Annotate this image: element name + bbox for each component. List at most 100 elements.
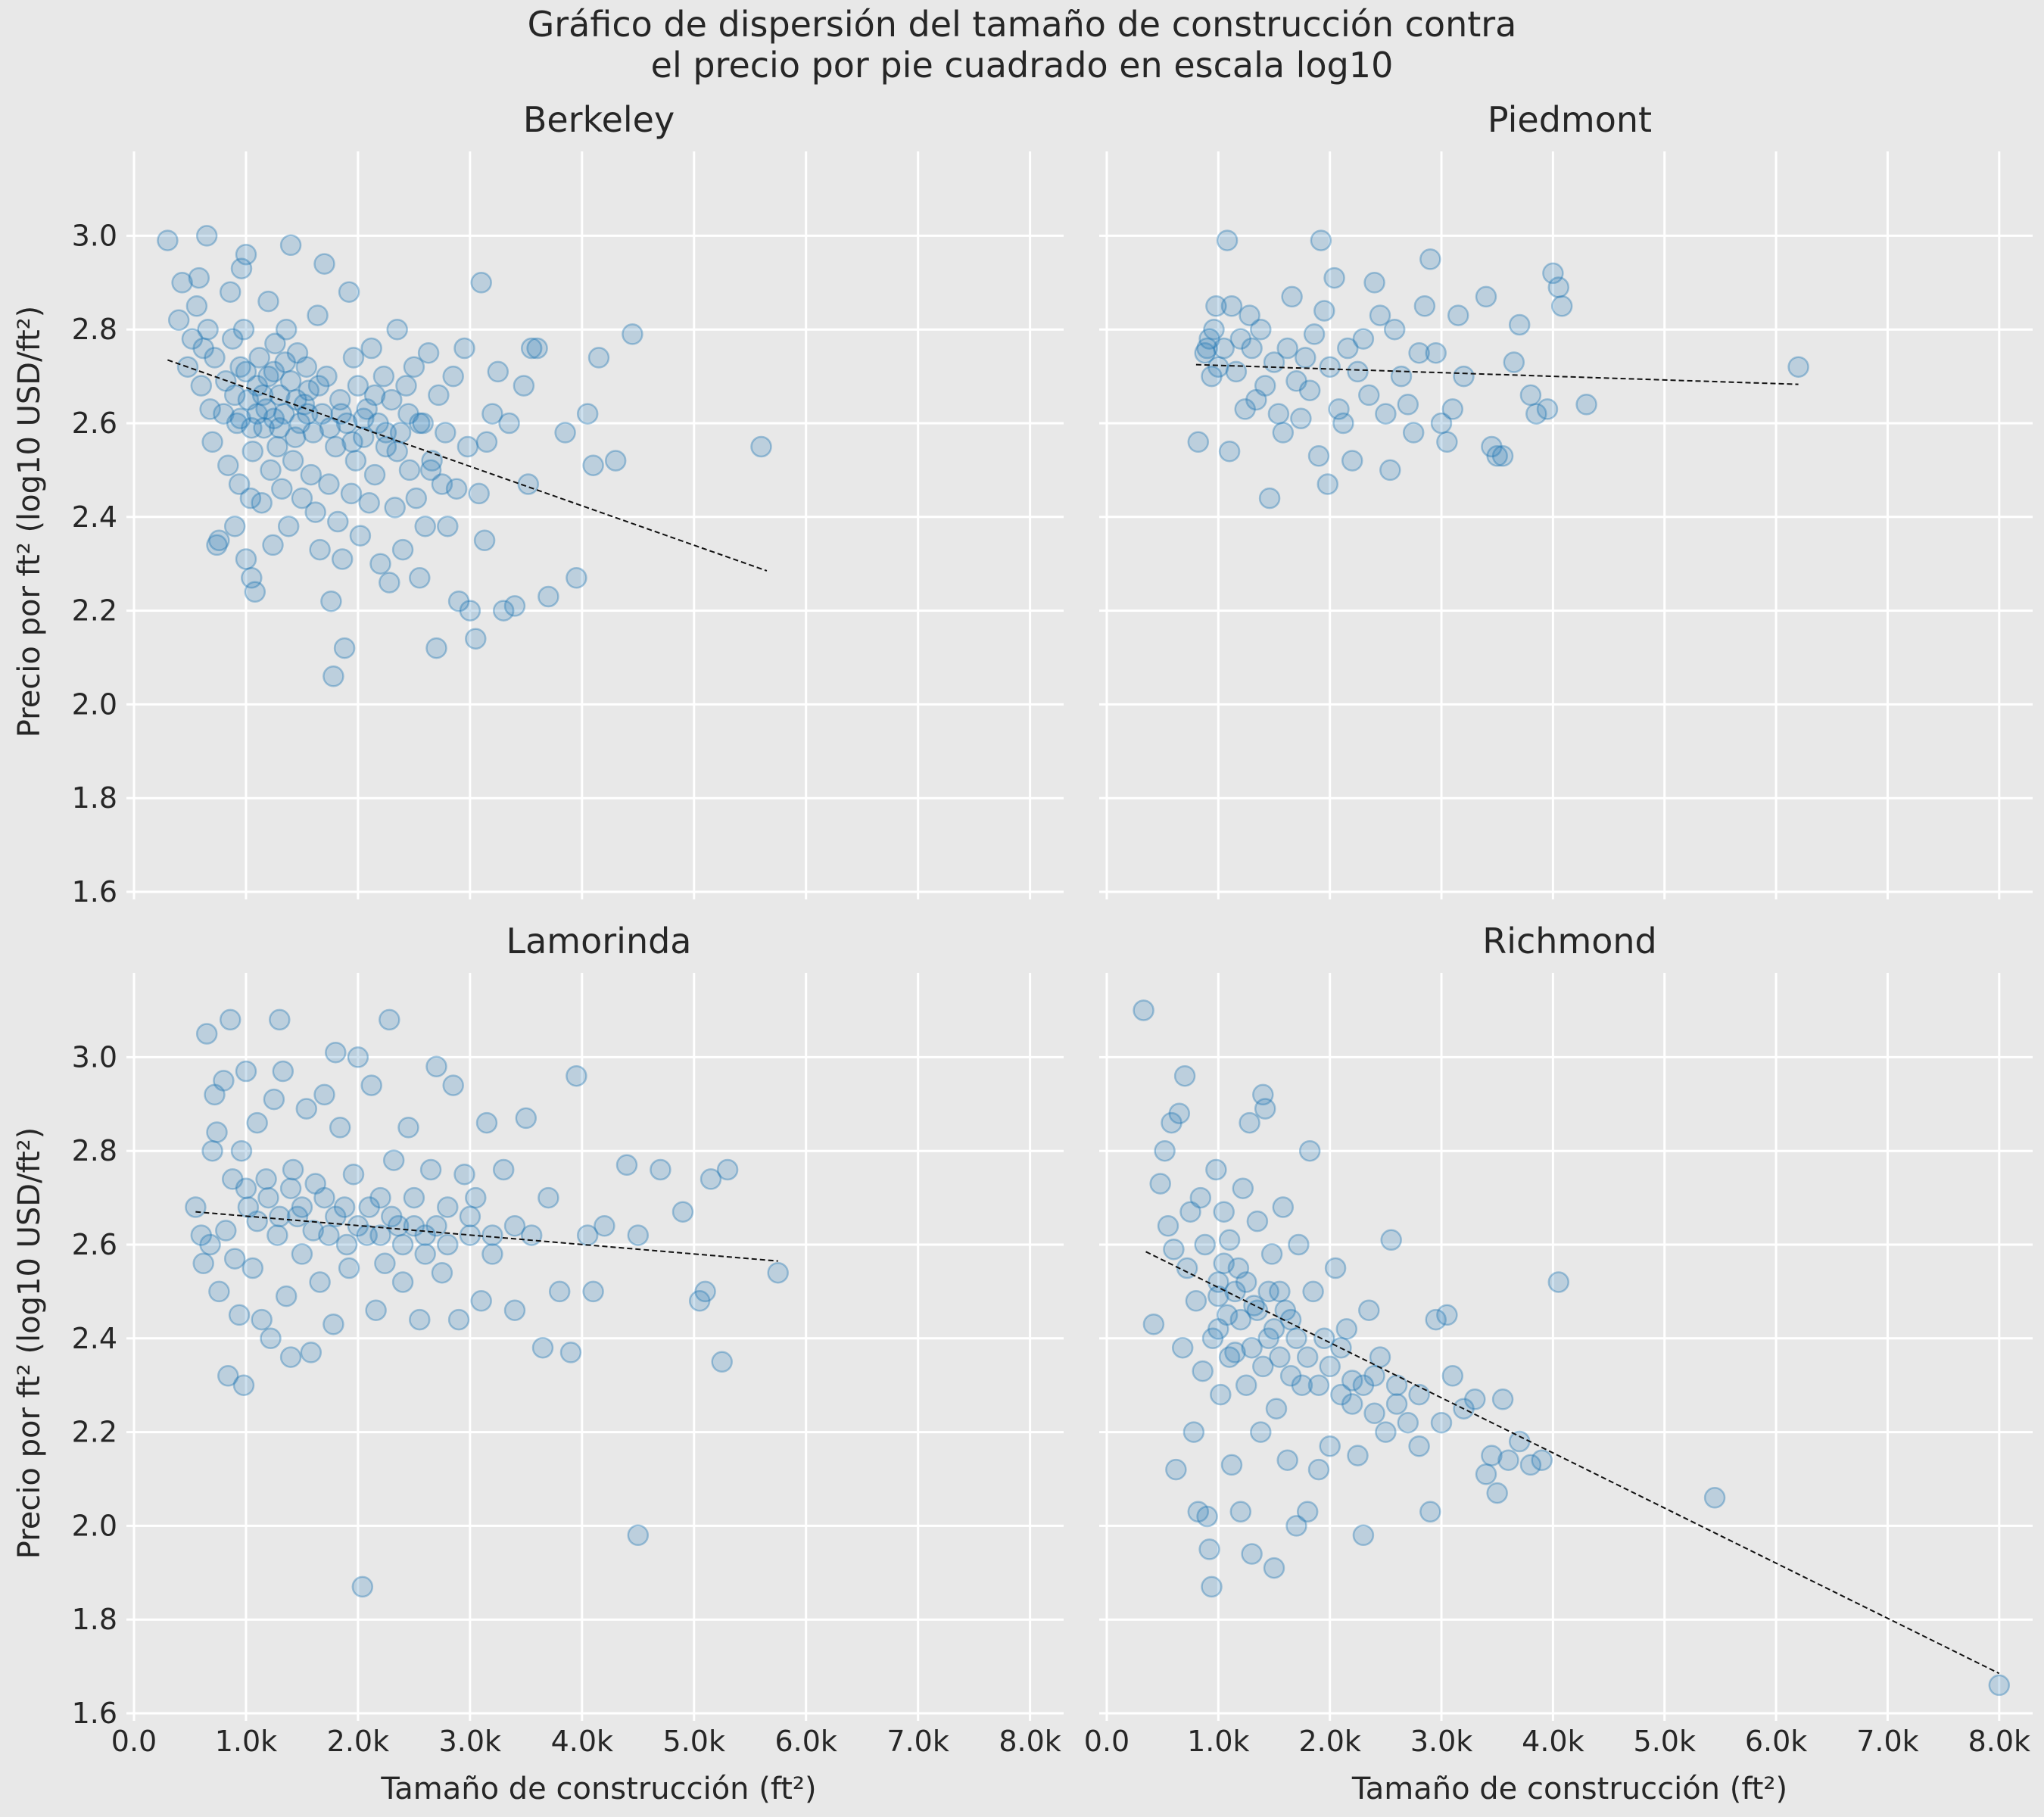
data-point bbox=[325, 1041, 347, 1064]
data-point bbox=[1239, 1111, 1260, 1134]
data-point bbox=[272, 1060, 294, 1083]
data-point bbox=[1227, 1257, 1250, 1279]
data-point bbox=[1536, 398, 1559, 420]
data-point bbox=[266, 1224, 288, 1246]
data-point bbox=[235, 243, 257, 266]
data-point bbox=[481, 1224, 503, 1246]
data-point bbox=[425, 637, 447, 659]
data-point bbox=[269, 1008, 291, 1031]
x-tick-label: 0.0 bbox=[1084, 1725, 1129, 1758]
data-point bbox=[360, 1074, 382, 1096]
x-tick-label: 8.0k bbox=[999, 1725, 1061, 1758]
data-point bbox=[409, 412, 431, 435]
data-point bbox=[1252, 1355, 1274, 1378]
data-point bbox=[1328, 398, 1350, 420]
data-point bbox=[1185, 1290, 1207, 1312]
data-point bbox=[1260, 1243, 1283, 1265]
data-point bbox=[1441, 398, 1464, 420]
data-point bbox=[226, 412, 248, 435]
data-point bbox=[1547, 276, 1570, 298]
x-tick-label: 2.0k bbox=[1298, 1725, 1360, 1758]
data-point bbox=[300, 463, 322, 486]
data-point bbox=[358, 491, 380, 514]
data-point bbox=[322, 1313, 344, 1335]
data-point bbox=[241, 440, 264, 463]
data-point bbox=[627, 1524, 650, 1547]
data-point bbox=[1173, 1064, 1196, 1087]
data-point bbox=[1165, 1458, 1187, 1481]
data-point bbox=[1272, 422, 1295, 444]
data-point bbox=[201, 431, 223, 453]
data-point bbox=[566, 567, 587, 589]
data-point bbox=[447, 1308, 470, 1331]
data-point bbox=[1281, 285, 1303, 308]
x-tick-label: 7.0k bbox=[1856, 1725, 1918, 1758]
x-tick-label: 6.0k bbox=[1745, 1725, 1807, 1758]
data-point bbox=[251, 1308, 273, 1331]
x-tick-label: 3.0k bbox=[439, 1725, 501, 1758]
data-point bbox=[417, 341, 440, 364]
data-point bbox=[235, 1060, 257, 1083]
data-point bbox=[347, 375, 369, 397]
data-point bbox=[251, 384, 274, 407]
data-point bbox=[235, 360, 257, 383]
data-point bbox=[1988, 1674, 2011, 1697]
data-point bbox=[246, 1111, 268, 1134]
data-point bbox=[1402, 422, 1425, 444]
data-point bbox=[1285, 1515, 1307, 1537]
x-tick-label: 4.0k bbox=[551, 1725, 613, 1758]
data-point bbox=[1341, 1393, 1363, 1415]
data-point bbox=[251, 491, 273, 514]
data-point bbox=[412, 412, 434, 435]
data-point bbox=[369, 1186, 391, 1209]
data-point bbox=[274, 351, 296, 373]
data-point bbox=[1408, 341, 1430, 364]
data-point bbox=[1254, 1098, 1276, 1120]
data-point bbox=[1201, 1327, 1224, 1350]
data-point bbox=[470, 272, 492, 294]
data-point bbox=[470, 1290, 492, 1312]
data-point bbox=[302, 422, 324, 444]
data-point bbox=[309, 1271, 331, 1293]
panel-richmond: 0.0 1.0k 2.0k 3.0k 4.0k 5.0k 6.0k 7.0k 8.0k Richm… bbox=[1084, 921, 2033, 1806]
data-point bbox=[1363, 1365, 1385, 1387]
data-point bbox=[421, 450, 443, 472]
data-point bbox=[1358, 384, 1380, 407]
data-point bbox=[1436, 431, 1458, 453]
data-point bbox=[1246, 1210, 1269, 1233]
data-point bbox=[304, 1173, 326, 1195]
data-point bbox=[403, 1215, 425, 1237]
data-point bbox=[349, 525, 372, 547]
data-point bbox=[481, 403, 503, 425]
data-point bbox=[1246, 1299, 1269, 1321]
data-point bbox=[1310, 229, 1332, 251]
data-point bbox=[1430, 412, 1453, 435]
data-point bbox=[1272, 1196, 1295, 1218]
data-point bbox=[576, 403, 599, 425]
data-point bbox=[309, 538, 331, 561]
data-point bbox=[1319, 356, 1341, 378]
data-point bbox=[333, 637, 356, 659]
data-point bbox=[291, 1196, 313, 1218]
data-point bbox=[615, 1154, 638, 1177]
panel-title: Lamorinda bbox=[506, 921, 691, 961]
data-point bbox=[1447, 304, 1469, 326]
trend-line bbox=[195, 1211, 778, 1262]
data-point bbox=[221, 328, 244, 350]
data-point bbox=[526, 337, 548, 360]
data-point bbox=[384, 497, 406, 519]
data-point bbox=[316, 365, 338, 388]
data-point bbox=[397, 403, 419, 425]
data-point bbox=[531, 1336, 554, 1359]
data-point bbox=[431, 473, 453, 495]
data-point bbox=[199, 398, 221, 420]
data-point bbox=[1269, 1280, 1291, 1303]
data-point bbox=[241, 567, 263, 589]
data-point bbox=[1149, 1173, 1171, 1195]
data-point bbox=[1196, 1505, 1218, 1528]
data-point bbox=[386, 440, 408, 463]
data-point bbox=[275, 318, 298, 341]
y-tick-label: 2.2 bbox=[72, 594, 117, 628]
data-point bbox=[230, 257, 253, 279]
data-point bbox=[257, 365, 279, 388]
